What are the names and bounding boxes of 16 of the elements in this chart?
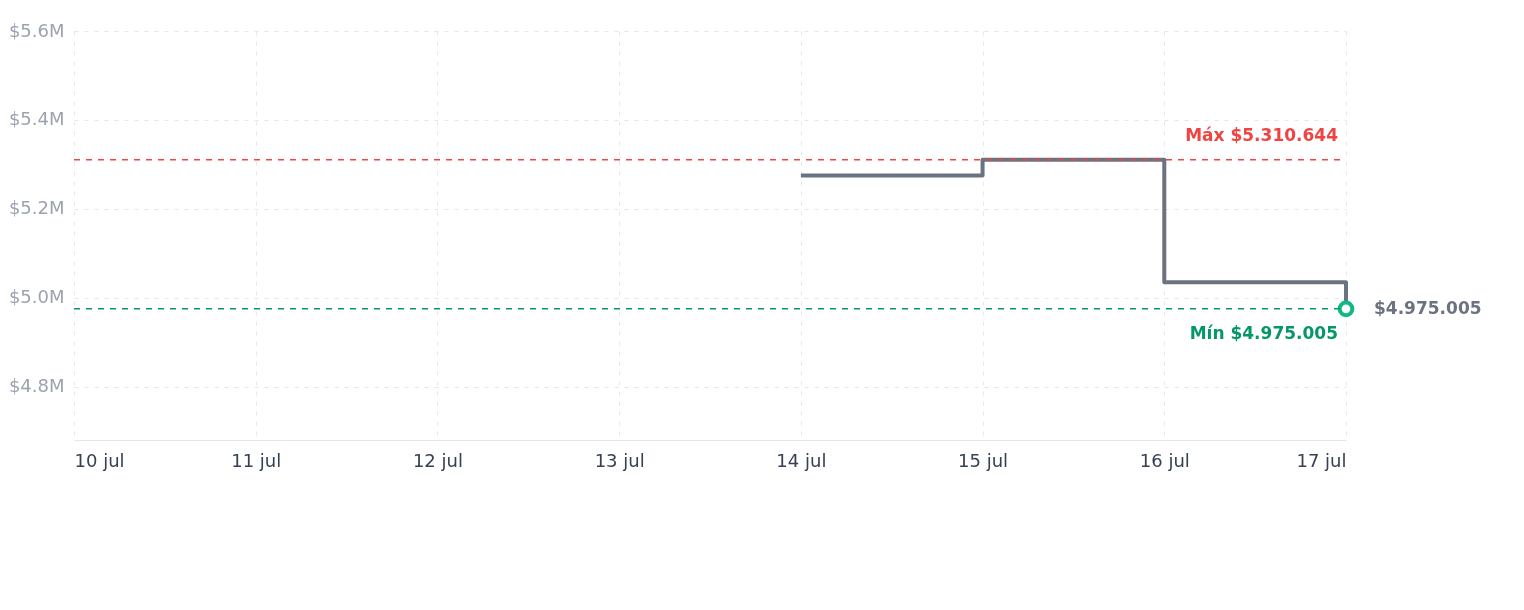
x-tick-label: 10 jul (74, 449, 125, 471)
x-tick-label: 17 jul (1296, 449, 1347, 471)
x-tick-label: 12 jul (412, 449, 463, 471)
x-tick-label: 13 jul (594, 449, 645, 471)
y-tick-label: $5.4M (8, 108, 65, 130)
x-tick-label: 15 jul (958, 449, 1009, 471)
x-tick-label: 11 jul (231, 449, 282, 471)
y-tick-label: $4.8M (8, 375, 65, 397)
x-tick-label: 16 jul (1139, 449, 1190, 471)
data-label: $4.975.005 (1374, 297, 1482, 318)
y-tick-label: $5.0M (8, 286, 65, 308)
ref-line-label: Máx $5.310.644 (1185, 124, 1339, 145)
y-tick-label: $5.2M (8, 197, 65, 219)
x-tick-label: 14 jul (776, 449, 827, 471)
ref-line-label: Mín $4.975.005 (1189, 322, 1338, 343)
y-tick-label: $5.6M (8, 19, 65, 41)
